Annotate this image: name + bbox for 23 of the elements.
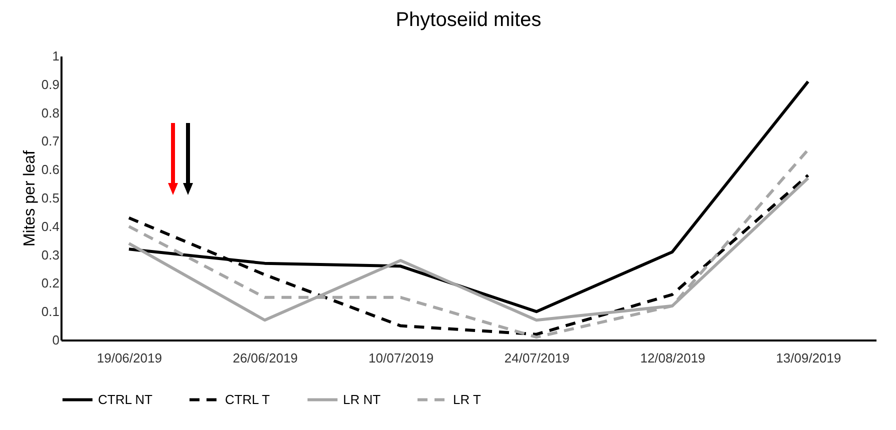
y-tick-label: 0 — [52, 332, 60, 348]
chart-title: Phytoseiid mites — [396, 9, 542, 31]
y-tick-label: 0.2 — [41, 276, 60, 291]
y-tick-label: 0.6 — [41, 162, 60, 178]
x-tick-label: 26/06/2019 — [232, 350, 298, 366]
y-tick-label: 0.8 — [41, 105, 60, 120]
y-tick-label: 0.1 — [41, 304, 60, 320]
x-tick-label: 10/07/2019 — [368, 350, 434, 366]
y-tick-label: 0.4 — [41, 218, 60, 234]
legend-label: LR NT — [343, 392, 381, 407]
legend-label: CTRL NT — [98, 392, 152, 407]
y-tick-label: 1 — [52, 48, 60, 64]
y-tick-label: 0.5 — [41, 190, 60, 206]
y-tick-label: 0.7 — [41, 134, 60, 149]
x-tick-label: 24/07/2019 — [504, 350, 570, 366]
y-tick-label: 0.3 — [41, 247, 60, 262]
y-axis-title: Mites per leaf — [21, 150, 38, 247]
x-tick-label: 12/08/2019 — [640, 350, 706, 366]
legend-label: LR T — [453, 392, 481, 407]
x-tick-label: 19/06/2019 — [96, 350, 162, 366]
x-tick-label: 13/09/2019 — [776, 350, 842, 366]
legend-label: CTRL T — [225, 392, 270, 407]
y-tick-label: 0.9 — [41, 76, 60, 92]
